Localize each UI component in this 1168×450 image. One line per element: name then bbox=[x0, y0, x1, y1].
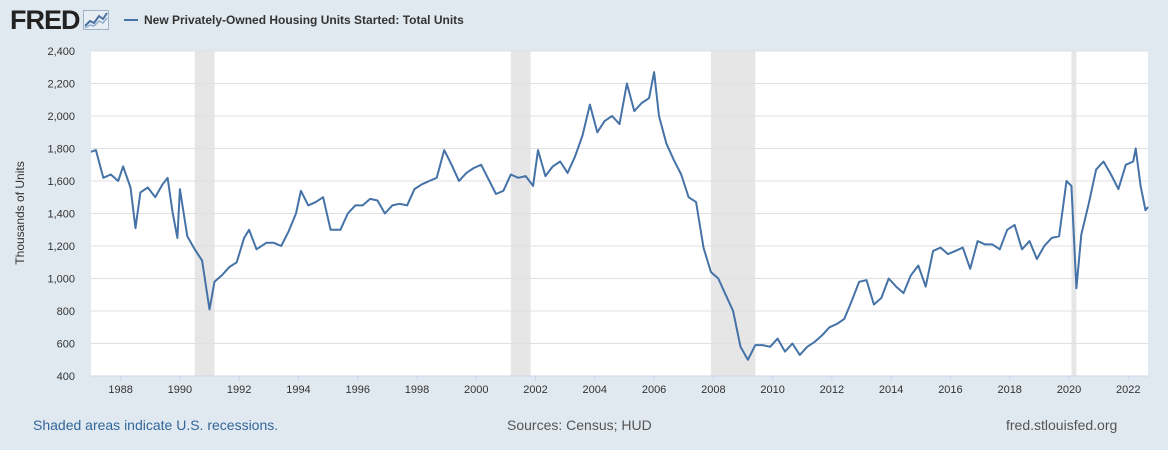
y-axis-ticks: 400 600 800 1,000 1,200 1,400 1,600 1,800 2,000 2… bbox=[47, 46, 75, 383]
fred-logo-text: FRED bbox=[10, 5, 80, 35]
sources-note: Sources: Census; HUD bbox=[507, 417, 652, 433]
y-tick-label: 1,800 bbox=[47, 144, 75, 156]
x-tick-label: 2016 bbox=[938, 384, 962, 396]
line-chart: 400 600 800 1,000 1,200 1,400 1,600 1,800 2,000 2… bbox=[13, 46, 1149, 396]
series-layer bbox=[90, 71, 1149, 361]
x-tick-label: 2000 bbox=[464, 384, 488, 396]
x-tick-label: 2014 bbox=[879, 384, 903, 396]
x-tick-label: 1990 bbox=[168, 384, 192, 396]
y-tick-label: 2,000 bbox=[47, 111, 75, 123]
y-tick-label: 1,400 bbox=[47, 209, 75, 221]
x-tick-label: 1996 bbox=[345, 384, 369, 396]
y-tick-label: 1,600 bbox=[47, 176, 75, 188]
y-tick-label: 1,000 bbox=[47, 274, 75, 286]
y-tick-label: 2,200 bbox=[47, 79, 75, 91]
x-tick-label: 2010 bbox=[760, 384, 784, 396]
legend: New Privately-Owned Housing Units Starte… bbox=[124, 10, 464, 30]
y-tick-label: 1,200 bbox=[47, 241, 75, 253]
y-tick-label: 600 bbox=[57, 339, 75, 351]
x-tick-label: 2008 bbox=[701, 384, 725, 396]
x-tick-label: 2012 bbox=[820, 384, 844, 396]
y-tick-label: 2,400 bbox=[47, 46, 75, 58]
y-axis-title: Thousands of Units bbox=[13, 161, 27, 264]
fred-line-chart-icon bbox=[82, 10, 109, 30]
x-tick-label: 1988 bbox=[108, 384, 132, 396]
x-tick-label: 1994 bbox=[286, 384, 310, 396]
x-tick-label: 2002 bbox=[523, 384, 547, 396]
chart-header: FRED New Privately-Owned Housing Units S… bbox=[0, 0, 1168, 44]
x-tick-label: 2004 bbox=[583, 384, 607, 396]
fred-logo[interactable]: FRED bbox=[10, 5, 109, 35]
y-tick-label: 800 bbox=[57, 306, 75, 318]
site-link[interactable]: fred.stlouisfed.org bbox=[1006, 417, 1118, 433]
x-tick-label: 2022 bbox=[1116, 384, 1140, 396]
x-tick-label: 2006 bbox=[642, 384, 666, 396]
x-axis-ticks: 1988 1990 1992 1994 1996 1998 2000 2002 2004 2006… bbox=[91, 375, 1148, 396]
x-tick-label: 2020 bbox=[1057, 384, 1081, 396]
series-line-1 bbox=[90, 71, 1149, 361]
y-tick-label: 400 bbox=[57, 371, 75, 383]
x-tick-label: 1998 bbox=[405, 384, 429, 396]
legend-label: New Privately-Owned Housing Units Starte… bbox=[144, 13, 464, 27]
x-tick-label: 1992 bbox=[227, 384, 251, 396]
x-tick-label: 2018 bbox=[997, 384, 1021, 396]
recession-note: Shaded areas indicate U.S. recessions. bbox=[33, 417, 279, 433]
legend-swatch bbox=[124, 19, 138, 21]
